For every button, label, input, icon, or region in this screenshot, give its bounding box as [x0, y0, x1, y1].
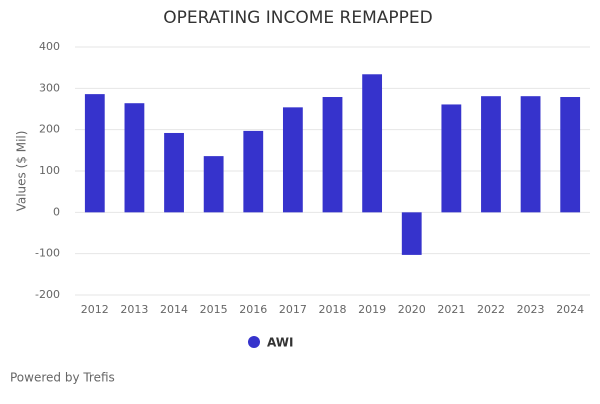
y-tick-label: 300: [39, 81, 60, 94]
y-tick-label: 100: [39, 164, 60, 177]
bar: [560, 97, 581, 213]
bar: [84, 94, 105, 213]
x-tick-label: 2023: [517, 303, 545, 316]
bar: [243, 130, 264, 213]
x-tick-label: 2012: [81, 303, 109, 316]
x-tick-label: 2024: [556, 303, 584, 316]
y-tick-label: -100: [35, 247, 60, 260]
bar: [401, 212, 422, 255]
bar: [282, 107, 303, 213]
y-tick-label: 400: [39, 40, 60, 53]
legend-label: AWI: [267, 336, 293, 350]
x-tick-label: 2018: [319, 303, 347, 316]
chart-title: OPERATING INCOME REMAPPED: [163, 8, 432, 28]
x-tick-label: 2021: [437, 303, 465, 316]
bar: [164, 132, 184, 213]
y-tick-label: 200: [39, 123, 60, 136]
x-tick-label: 2013: [120, 303, 148, 316]
bar: [441, 104, 462, 213]
y-axis-label: Values ($ Mil): [15, 131, 29, 212]
bar: [322, 97, 343, 213]
footer: Powered by Trefis: [10, 371, 115, 385]
x-tick-label: 2016: [239, 303, 267, 316]
y-tick-label: 0: [53, 205, 60, 218]
x-tick-label: 2019: [358, 303, 386, 316]
x-tick-label: 2017: [279, 303, 307, 316]
x-tick-label: 2020: [398, 303, 426, 316]
x-tick-label: 2015: [200, 303, 228, 316]
bar: [124, 103, 145, 213]
bar: [362, 74, 383, 213]
y-tick-label: -200: [35, 288, 60, 301]
x-tick-label: 2014: [160, 303, 188, 316]
bar: [481, 96, 501, 213]
x-tick-label: 2022: [477, 303, 505, 316]
bar: [520, 96, 541, 213]
legend-marker: [248, 336, 260, 348]
bar: [203, 156, 224, 213]
